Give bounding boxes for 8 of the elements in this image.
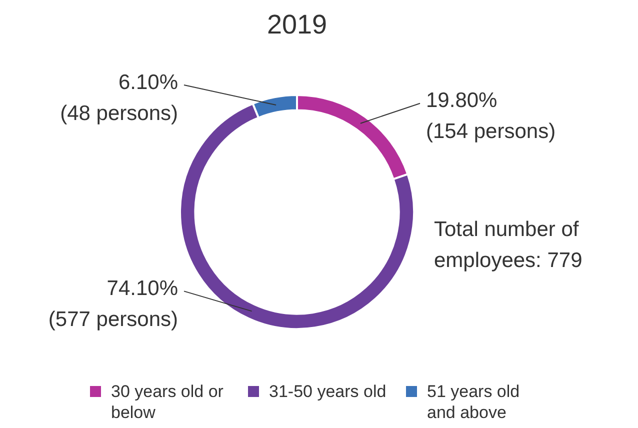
data-label: 19.80% (154 persons) [426,89,556,144]
legend-label: 51 years old and above [427,381,521,423]
text: Total number of employees: 779 [434,217,584,274]
legend-label: 31-50 years old [269,381,388,402]
legend-label: 30 years old or below [111,381,224,423]
data-label: 74.10% (577 persons) [48,276,178,331]
data-label: 6.10% (48 persons) [60,70,178,125]
chart-title: 2019 [266,9,328,40]
